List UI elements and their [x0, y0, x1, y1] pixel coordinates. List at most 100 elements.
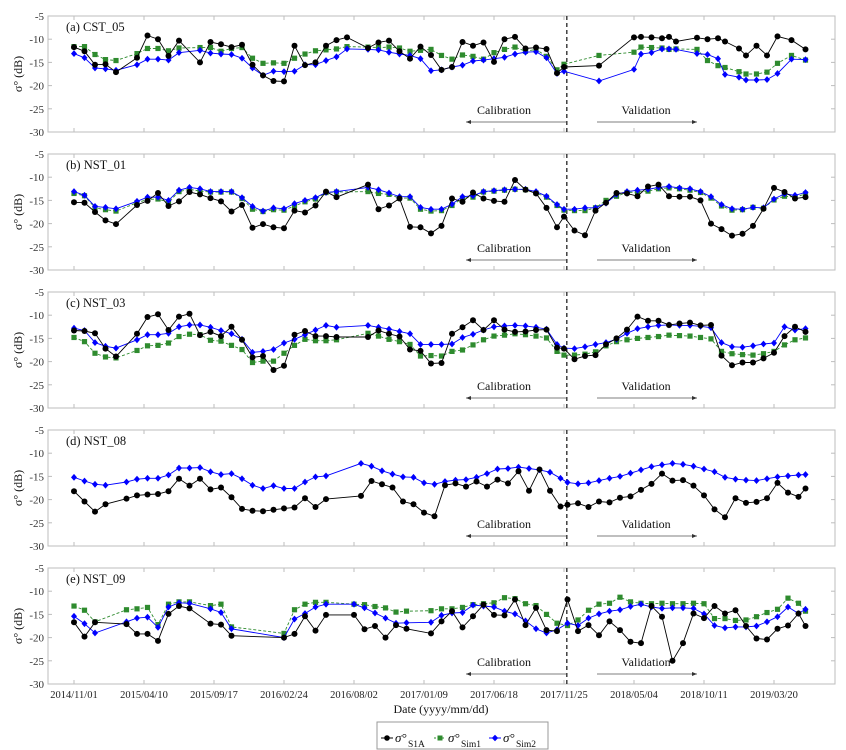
- point-s1a: [365, 334, 371, 341]
- point-s1a: [386, 37, 392, 44]
- point-s1a: [547, 487, 553, 494]
- point-s1a: [102, 501, 109, 508]
- point-sim2: [673, 46, 679, 53]
- point-s1a: [711, 603, 718, 610]
- point-s1a: [802, 194, 809, 201]
- point-sim2: [165, 197, 172, 204]
- point-sim1: [291, 607, 298, 613]
- point-sim2: [228, 625, 235, 633]
- point-s1a: [410, 501, 417, 508]
- point-s1a: [470, 42, 476, 49]
- point-s1a: [186, 189, 193, 196]
- point-s1a: [228, 44, 235, 51]
- point-sim2: [718, 339, 725, 346]
- point-s1a: [197, 191, 203, 198]
- point-s1a: [655, 317, 662, 324]
- point-sim2: [375, 46, 382, 54]
- point-sim2: [312, 473, 319, 481]
- point-s1a: [176, 198, 182, 205]
- point-sim1: [302, 51, 308, 57]
- point-s1a: [491, 197, 497, 204]
- point-s1a: [582, 232, 588, 239]
- point-s1a: [673, 38, 679, 45]
- point-sim1: [680, 601, 686, 607]
- y-tick-label: -30: [29, 679, 44, 691]
- point-s1a: [592, 207, 599, 214]
- y-tick-label: -10: [29, 172, 44, 184]
- point-s1a: [501, 198, 508, 205]
- point-s1a: [197, 475, 203, 482]
- point-sim1: [634, 335, 641, 341]
- point-sim2: [249, 203, 256, 210]
- point-s1a: [512, 176, 518, 183]
- point-s1a: [449, 64, 455, 71]
- point-sim1: [554, 67, 560, 73]
- point-sim2: [631, 65, 637, 73]
- point-s1a: [92, 508, 98, 515]
- point-sim1: [134, 606, 140, 612]
- point-sim1: [281, 60, 287, 66]
- point-s1a: [260, 72, 266, 79]
- point-sim2: [389, 470, 396, 478]
- point-s1a: [634, 313, 641, 320]
- point-sim2: [323, 322, 329, 329]
- point-sim2: [228, 188, 235, 195]
- point-sim2: [732, 623, 739, 631]
- point-sim2: [197, 321, 203, 329]
- point-sim1: [753, 614, 760, 620]
- point-sim2: [634, 186, 641, 194]
- point-sim2: [596, 610, 602, 618]
- point-sim2: [596, 477, 602, 484]
- point-sim2: [760, 340, 767, 348]
- point-sim1: [281, 350, 287, 356]
- point-s1a: [771, 349, 777, 356]
- point-sim2: [228, 470, 235, 478]
- calibration-arrowhead-icon: [466, 396, 471, 400]
- calibration-arrowhead-icon: [466, 258, 471, 262]
- point-s1a: [645, 317, 651, 324]
- point-s1a: [449, 330, 455, 337]
- point-s1a: [375, 206, 382, 213]
- point-s1a: [470, 613, 476, 620]
- calibration-arrowhead-icon: [466, 120, 471, 124]
- point-sim2: [617, 606, 623, 614]
- point-s1a: [533, 44, 539, 51]
- point-s1a: [134, 630, 140, 637]
- point-sim1: [176, 45, 182, 51]
- point-s1a: [312, 59, 319, 66]
- point-s1a: [176, 603, 182, 610]
- legend: σ° S1A σ° Sim1 σ° Sim2: [376, 721, 549, 750]
- point-sim1: [760, 351, 767, 357]
- point-s1a: [417, 347, 424, 354]
- point-sim1: [228, 342, 235, 348]
- point-sim2: [802, 189, 809, 196]
- point-sim1: [764, 69, 770, 75]
- point-sim2: [228, 330, 235, 338]
- point-sim1: [491, 333, 497, 339]
- point-sim1: [459, 604, 466, 611]
- point-s1a: [396, 195, 403, 202]
- series-s1a: [71, 596, 809, 664]
- point-sim1: [543, 611, 550, 617]
- point-s1a: [802, 328, 809, 335]
- point-s1a: [281, 78, 287, 85]
- point-sim1: [260, 358, 266, 364]
- point-sim2: [134, 475, 140, 483]
- point-sim1: [459, 52, 466, 58]
- point-sim1: [249, 55, 256, 61]
- x-tick-label: 2017/01/09: [400, 690, 448, 701]
- point-s1a: [81, 48, 88, 55]
- point-sim2: [417, 341, 424, 348]
- point-sim1: [543, 335, 550, 341]
- point-sim2: [526, 465, 532, 472]
- point-s1a: [732, 495, 739, 502]
- point-sim2: [750, 342, 756, 350]
- point-sim2: [687, 185, 693, 193]
- point-sim1: [480, 337, 487, 343]
- point-sim2: [291, 200, 298, 208]
- point-sim1: [393, 609, 399, 615]
- point-s1a: [438, 66, 445, 73]
- point-sim2: [144, 331, 151, 339]
- point-sim2: [428, 67, 434, 75]
